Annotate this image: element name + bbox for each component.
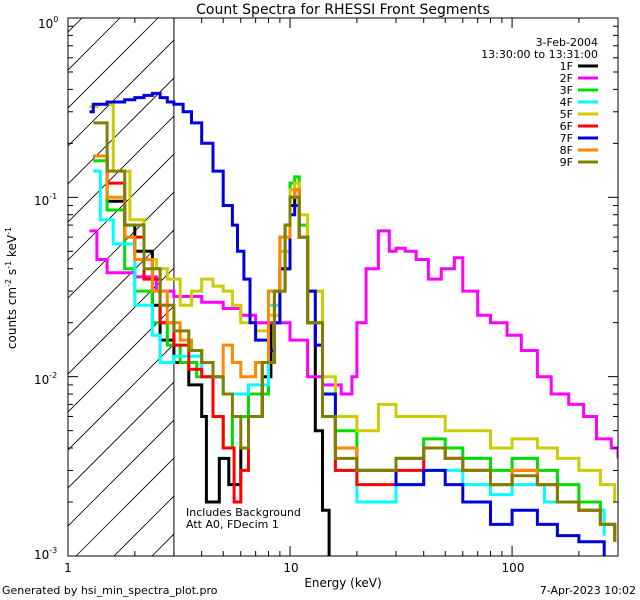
y-tick-label-1e0: 100 [38,15,58,31]
date-label: 3-Feb-2004 [536,36,598,49]
series-line-3f [93,159,617,536]
hatch-line [68,381,174,489]
series-line-9f [93,121,617,542]
chart-title: Count Spectra for RHESSI Front Segments [196,2,490,18]
legend-label-7f: 7F [560,132,573,145]
hatch-line [68,77,174,185]
legend-label-6f: 6F [560,120,573,133]
hatch-line [228,18,640,556]
legend-label-4f: 4F [560,96,573,109]
hatch-line [68,229,174,337]
hatch-line [68,39,174,147]
y-tick-label-1e-2: 10-2 [34,371,57,387]
legend-label-9f: 9F [560,156,573,169]
x-tick-label-1: 1 [64,561,72,575]
y-axis-ticks [68,25,618,557]
background-hatch-region [68,18,640,556]
time-range-label: 13:30:00 to 13:31:00 [481,48,598,61]
legend-label-5f: 5F [560,108,573,121]
series-layer [89,18,618,556]
legend-label-3f: 3F [560,84,573,97]
legend-label-2f: 2F [560,72,573,85]
series-line-4f [93,169,606,536]
series-line-5f [89,102,617,502]
series-line-2f [89,229,618,459]
legend-label-1f: 1F [560,60,573,73]
note-attenuator: Att A0, FDecim 1 [186,518,279,531]
y-tick-label-1e-1: 10-1 [34,192,57,208]
x-axis-title: Energy (keV) [304,576,381,590]
hatch-line [68,305,174,413]
x-tick-label-10: 10 [283,561,298,575]
hatch-line [68,419,174,527]
y-tick-label-1e-3: 10-3 [34,546,57,562]
legend-label-8f: 8F [560,144,573,157]
y-tick-labels: 100 10-1 10-2 10-3 [34,15,58,562]
y-axis-title: counts cm-2 s-1 keV-1 [4,227,19,349]
hatch-line [75,457,174,556]
note-background: Includes Background [186,506,301,519]
plot-frame [67,17,619,557]
x-tick-label-100: 100 [502,561,525,575]
footer-timestamp: 7-Apr-2023 10:02 [539,584,636,597]
hatch-line [68,191,174,299]
footer-generated-by: Generated by hsi_min_spectra_plot.pro [2,584,218,597]
